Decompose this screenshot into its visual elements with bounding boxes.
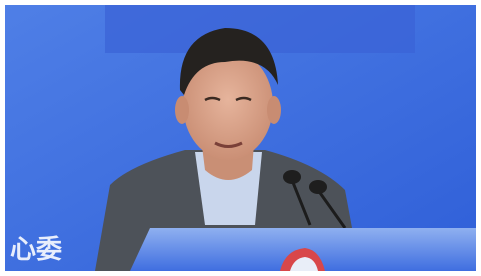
ear [175,96,189,124]
microphone [283,170,301,184]
ear [267,96,281,124]
background-text: 心委 [10,235,62,265]
photo: 心委 [0,0,481,276]
microphone [309,180,327,194]
